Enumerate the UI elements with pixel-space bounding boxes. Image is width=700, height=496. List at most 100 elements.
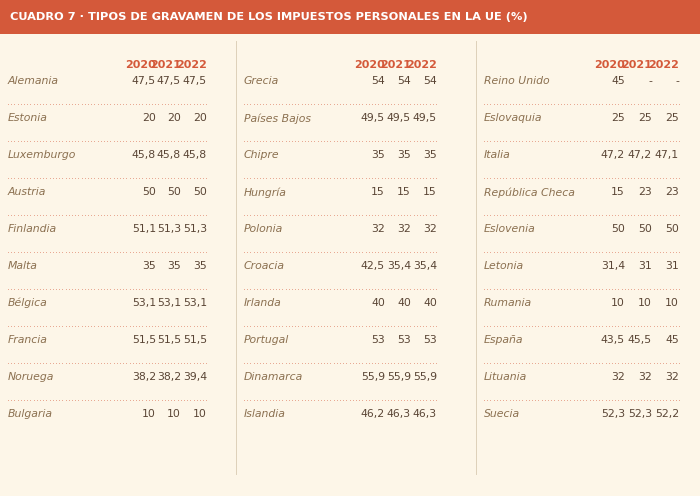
Text: 20: 20 [142,113,156,123]
Text: 2021: 2021 [380,60,411,70]
Text: 42,5: 42,5 [361,261,385,271]
Text: 2020: 2020 [354,60,385,70]
Text: 31: 31 [665,261,679,271]
Text: 51,5: 51,5 [157,335,181,345]
Text: 10: 10 [142,409,156,419]
Text: 49,5: 49,5 [413,113,437,123]
Text: 32: 32 [611,372,625,382]
Text: 52,2: 52,2 [655,409,679,419]
Text: 51,3: 51,3 [183,224,207,234]
Text: Dinamarca: Dinamarca [244,372,303,382]
Text: 47,5: 47,5 [132,76,156,86]
Text: 20: 20 [167,113,181,123]
Text: 50: 50 [142,187,156,197]
Text: 45: 45 [665,335,679,345]
Text: 35: 35 [142,261,156,271]
Text: Croacia: Croacia [244,261,285,271]
Text: 35: 35 [167,261,181,271]
Text: 47,1: 47,1 [655,150,679,160]
Text: 2022: 2022 [648,60,679,70]
Text: 50: 50 [167,187,181,197]
Text: 50: 50 [665,224,679,234]
Text: Luxemburgo: Luxemburgo [8,150,76,160]
Text: 35: 35 [424,150,437,160]
Text: 45,5: 45,5 [628,335,652,345]
Text: 10: 10 [665,298,679,308]
Text: 40: 40 [423,298,437,308]
Text: 15: 15 [398,187,411,197]
Text: 45,8: 45,8 [183,150,207,160]
Text: Hungría: Hungría [244,187,287,197]
Bar [0,0,700,34]
Text: 55,9: 55,9 [413,372,437,382]
Text: 54: 54 [424,76,437,86]
Text: -: - [675,76,679,86]
Text: 32: 32 [371,224,385,234]
Text: 51,3: 51,3 [157,224,181,234]
Text: 53,1: 53,1 [157,298,181,308]
Text: 40: 40 [397,298,411,308]
Text: 55,9: 55,9 [387,372,411,382]
Text: Irlanda: Irlanda [244,298,281,308]
Text: 49,5: 49,5 [361,113,385,123]
Text: Islandia: Islandia [244,409,286,419]
Text: 35,4: 35,4 [387,261,411,271]
Text: 15: 15 [371,187,385,197]
Text: 10: 10 [193,409,207,419]
Text: Austria: Austria [8,187,46,197]
Text: Reino Unido: Reino Unido [484,76,550,86]
Text: Grecia: Grecia [244,76,279,86]
Text: 23: 23 [665,187,679,197]
Text: 47,2: 47,2 [628,150,652,160]
Text: 40: 40 [371,298,385,308]
Text: España: España [484,335,524,345]
Text: 31,4: 31,4 [601,261,625,271]
Text: 54: 54 [371,76,385,86]
Text: 38,2: 38,2 [157,372,181,382]
Text: 32: 32 [638,372,652,382]
Text: 2022: 2022 [406,60,437,70]
Text: Polonia: Polonia [244,224,284,234]
Text: 51,5: 51,5 [183,335,207,345]
Text: 25: 25 [611,113,625,123]
Text: Bulgaria: Bulgaria [8,409,53,419]
Text: Países Bajos: Países Bajos [244,113,311,124]
Text: 35,4: 35,4 [413,261,437,271]
Text: 55,9: 55,9 [361,372,385,382]
Text: 15: 15 [424,187,437,197]
Text: 38,2: 38,2 [132,372,156,382]
Text: República Checa: República Checa [484,187,575,197]
Text: 2020: 2020 [125,60,156,70]
Text: Bélgica: Bélgica [8,298,48,309]
Text: 53: 53 [424,335,437,345]
Text: 32: 32 [424,224,437,234]
Text: 35: 35 [398,150,411,160]
Text: Lituania: Lituania [484,372,527,382]
Text: 54: 54 [398,76,411,86]
Text: -: - [648,76,652,86]
Text: Francia: Francia [8,335,48,345]
Text: 47,2: 47,2 [601,150,625,160]
Text: 49,5: 49,5 [387,113,411,123]
Text: 50: 50 [638,224,652,234]
Text: 53: 53 [371,335,385,345]
Text: 2021: 2021 [150,60,181,70]
Text: 45,8: 45,8 [132,150,156,160]
Text: 2021: 2021 [621,60,652,70]
Text: 53,1: 53,1 [183,298,207,308]
Text: 10: 10 [638,298,652,308]
Text: 10: 10 [167,409,181,419]
Text: 53,1: 53,1 [132,298,156,308]
Text: 20: 20 [193,113,207,123]
Text: Malta: Malta [8,261,38,271]
Text: Alemania: Alemania [8,76,59,86]
Text: 53: 53 [398,335,411,345]
Text: Italia: Italia [484,150,511,160]
Text: Letonia: Letonia [484,261,524,271]
Text: 46,3: 46,3 [387,409,411,419]
Text: 32: 32 [665,372,679,382]
Text: 46,3: 46,3 [413,409,437,419]
Text: Noruega: Noruega [8,372,55,382]
Text: 35: 35 [193,261,207,271]
Text: 23: 23 [638,187,652,197]
